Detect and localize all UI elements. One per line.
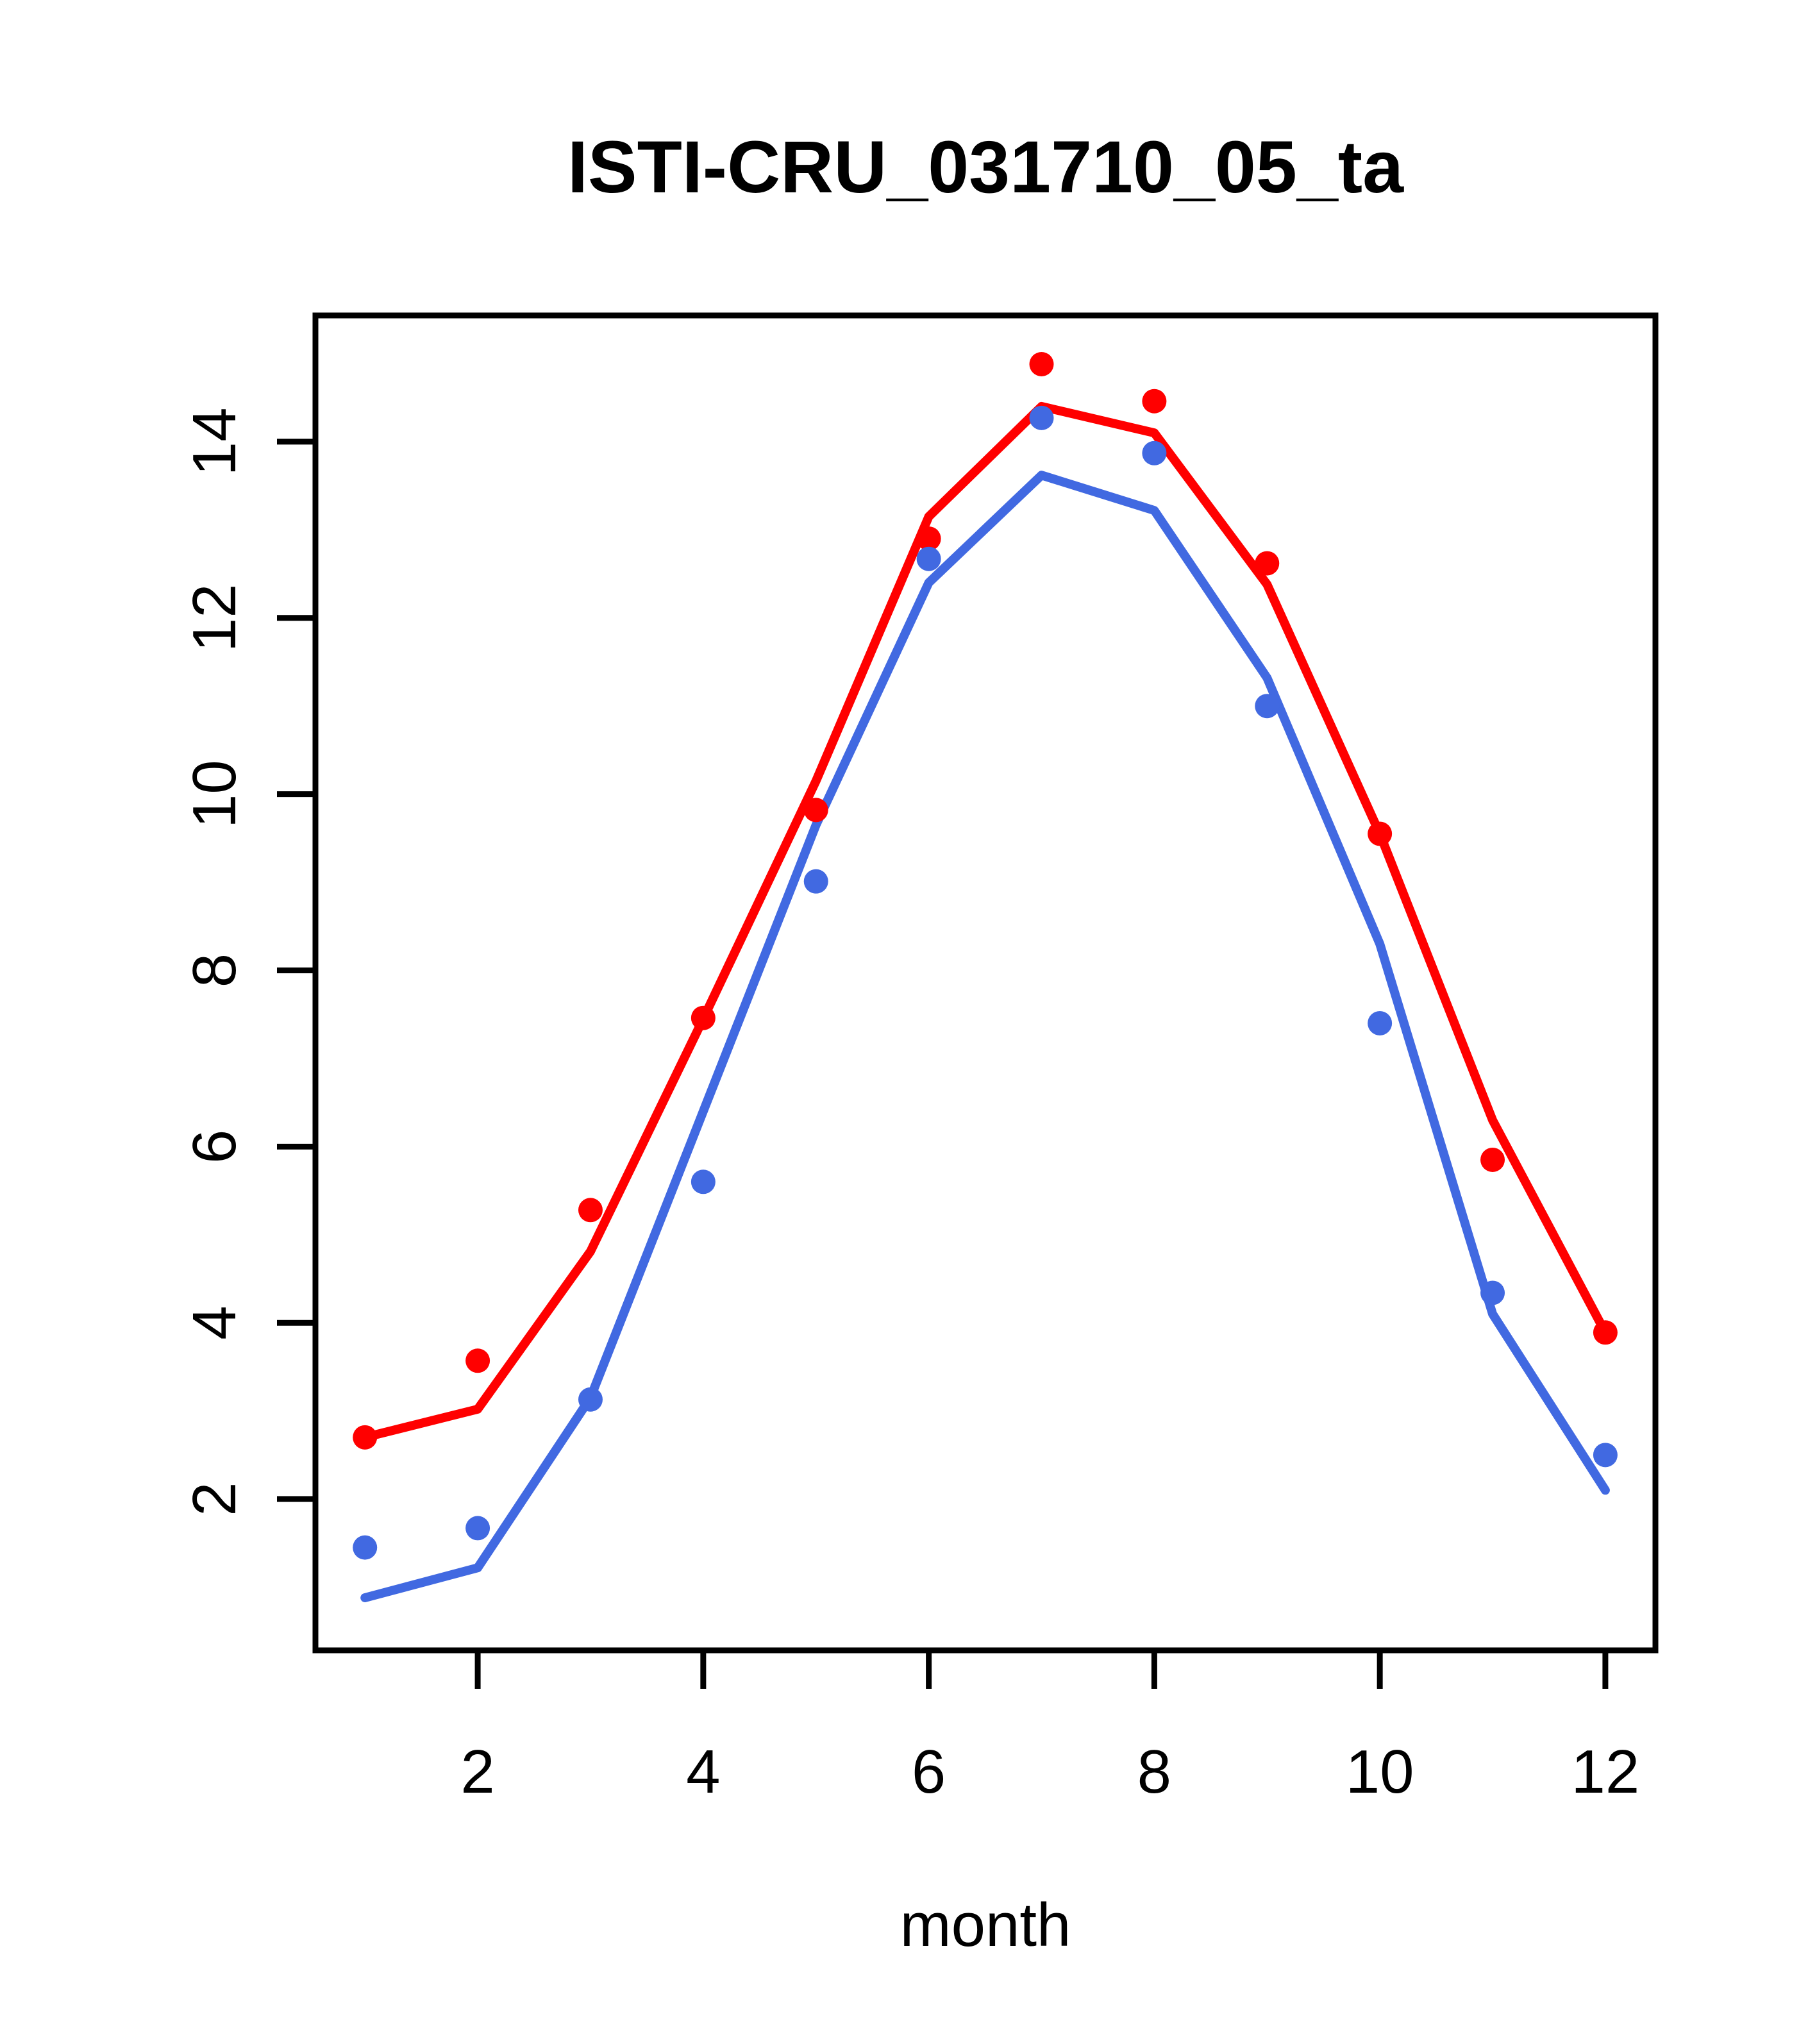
- x-tick-label: 12: [1571, 1738, 1640, 1806]
- blue-point-m11: [1480, 1280, 1505, 1305]
- red-point-m10: [1368, 821, 1393, 846]
- red-point-m7: [1029, 351, 1054, 376]
- x-tick-label: 10: [1346, 1738, 1414, 1806]
- red-point-m4: [691, 1005, 716, 1030]
- blue-point-m5: [803, 869, 828, 894]
- red-point-m11: [1480, 1147, 1505, 1172]
- series-layer: [353, 351, 1618, 1602]
- x-tick-label: 2: [460, 1738, 494, 1806]
- blue-point-m7: [1029, 405, 1054, 430]
- red-point-m2: [465, 1348, 490, 1373]
- red-point-m5: [803, 798, 828, 823]
- blue-point-m10: [1368, 1010, 1393, 1035]
- blue-point-m9: [1255, 694, 1280, 719]
- x-axis: 2 4 6 8 10 12: [460, 1650, 1639, 1806]
- blue-point-m4: [691, 1169, 716, 1194]
- y-tick-label: 6: [180, 1130, 249, 1164]
- red-point-m9: [1255, 551, 1280, 576]
- blue-point-m12: [1593, 1443, 1618, 1468]
- red-point-m3: [578, 1198, 603, 1223]
- y-tick-label: 8: [180, 953, 249, 987]
- blue-point-m3: [578, 1387, 603, 1412]
- y-tick-label: 2: [180, 1482, 249, 1516]
- y-axis: 2 4 6 8 10 12 14: [180, 408, 315, 1516]
- y-tick-label: 14: [180, 408, 249, 476]
- red-point-m8: [1142, 389, 1167, 414]
- x-tick-label: 6: [912, 1738, 946, 1806]
- y-tick-label: 10: [180, 760, 249, 828]
- y-tick-label: 12: [180, 583, 249, 652]
- blue-point-m6: [916, 546, 941, 571]
- red-line: [360, 401, 1610, 1442]
- blue-point-m2: [465, 1516, 490, 1541]
- x-tick-label: 4: [686, 1738, 720, 1806]
- red-point-m6: [916, 526, 941, 551]
- plot-box: [312, 312, 1659, 1654]
- red-point-m12: [1593, 1320, 1618, 1345]
- blue-point-m1: [353, 1535, 378, 1560]
- blue-line: [360, 471, 1610, 1602]
- x-axis-title: month: [900, 1891, 1071, 1959]
- chart-title: ISTI-CRU_031710_05_ta: [567, 126, 1404, 208]
- x-tick-label: 8: [1137, 1738, 1171, 1806]
- blue-point-m8: [1142, 440, 1167, 465]
- y-tick-label: 4: [180, 1305, 249, 1339]
- red-point-m1: [353, 1425, 378, 1450]
